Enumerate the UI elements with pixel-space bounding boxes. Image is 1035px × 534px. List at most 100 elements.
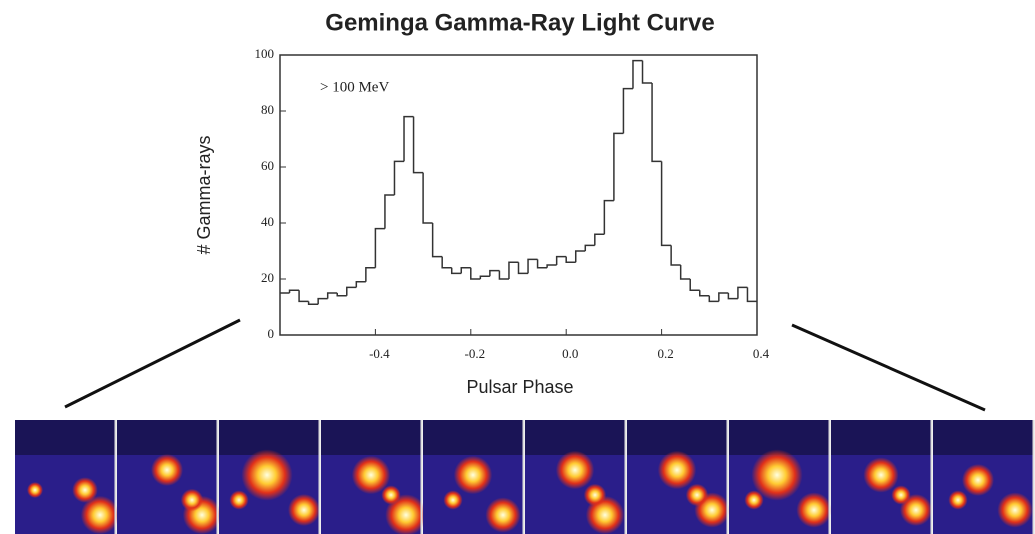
sky-image-dark <box>15 420 115 455</box>
histogram-step <box>508 261 519 279</box>
source-blob <box>997 492 1033 528</box>
source-blob <box>751 449 803 501</box>
histogram-step <box>460 267 471 274</box>
histogram-step <box>718 292 729 302</box>
image-strip <box>15 420 1035 534</box>
source-blob <box>27 482 43 498</box>
histogram-step <box>527 258 538 274</box>
histogram-step <box>546 264 557 268</box>
histogram-step <box>603 199 614 235</box>
histogram-step <box>498 270 509 280</box>
sky-image-dark <box>423 420 523 455</box>
source-blob <box>151 454 183 486</box>
x-tick-label: -0.4 <box>369 346 390 361</box>
x-tick-label: 0.0 <box>562 346 578 361</box>
connector-line <box>64 318 241 409</box>
source-blob <box>962 464 994 496</box>
histogram-step <box>613 132 624 201</box>
plot-frame <box>279 54 758 336</box>
y-tick-label: 20 <box>261 270 274 285</box>
histogram-step <box>336 293 347 297</box>
histogram-step <box>384 194 395 229</box>
histogram-step <box>641 60 653 84</box>
histogram-step <box>632 59 643 89</box>
x-axis-label: Pulsar Phase <box>466 377 573 397</box>
sky-image-dark <box>321 420 421 455</box>
source-blob <box>180 488 204 512</box>
source-blob <box>80 495 120 534</box>
source-blob <box>863 457 899 493</box>
histogram-step <box>689 279 700 291</box>
sky-image-dark <box>219 420 319 455</box>
histogram-step <box>288 289 300 293</box>
connector-line <box>791 323 986 412</box>
histogram-step <box>517 262 529 275</box>
histogram-step <box>346 286 357 296</box>
histogram-step <box>317 297 328 305</box>
histogram-step <box>326 292 338 299</box>
source-blob <box>657 450 697 490</box>
histogram-step <box>470 267 481 280</box>
histogram-step <box>422 172 433 224</box>
histogram-step <box>574 250 586 263</box>
histogram-step <box>374 227 385 268</box>
sky-image-dark <box>933 420 1033 455</box>
histogram-step <box>737 286 748 299</box>
source-blob <box>796 492 832 528</box>
histogram-step <box>412 116 424 174</box>
sky-image-dark <box>627 420 727 455</box>
source-blob <box>685 483 709 507</box>
histogram-step <box>670 245 681 266</box>
histogram-step <box>584 244 595 251</box>
histogram-step <box>441 256 452 269</box>
histogram-step <box>431 223 443 258</box>
histogram-step <box>699 290 710 297</box>
source-blob <box>555 450 595 490</box>
histogram-step <box>403 115 414 162</box>
histogram-step <box>450 267 462 275</box>
source-blob <box>443 490 463 510</box>
sky-image-dark <box>525 420 625 455</box>
source-blob <box>485 497 521 533</box>
source-blob <box>891 485 911 505</box>
sky-image-dark <box>117 420 217 455</box>
sky-image-dark <box>729 420 829 455</box>
histogram-step <box>489 269 500 277</box>
annotation: > 100 MeV <box>320 79 389 95</box>
histogram-step <box>393 160 405 195</box>
x-tick-label: 0.4 <box>753 346 770 361</box>
histogram-step <box>298 290 309 303</box>
source-blob <box>744 490 764 510</box>
histogram-step <box>660 161 672 247</box>
y-tick-label: 60 <box>261 158 274 173</box>
y-axis-label: # Gamma-rays <box>194 135 214 254</box>
source-blob <box>453 455 493 495</box>
x-tick-label: -0.2 <box>465 346 486 361</box>
x-tick-label: 0.2 <box>657 346 673 361</box>
histogram-step <box>565 256 576 263</box>
histogram-step <box>479 275 490 279</box>
histogram-step <box>708 295 719 303</box>
histogram-step <box>355 281 366 288</box>
chart-title: Geminga Gamma-Ray Light Curve <box>325 9 714 36</box>
source-blob <box>948 490 968 510</box>
histogram-step <box>746 287 757 303</box>
source-blob <box>381 485 401 505</box>
source-blob <box>351 455 391 495</box>
source-blob <box>72 477 98 503</box>
histogram-step <box>679 265 691 280</box>
histogram-step <box>555 255 567 265</box>
y-tick-label: 100 <box>255 46 275 61</box>
histogram-step <box>307 301 319 305</box>
source-blob <box>583 483 607 507</box>
histogram-step <box>651 83 662 163</box>
sky-image-dark <box>831 420 931 455</box>
histogram-step <box>594 233 605 246</box>
source-blob <box>229 490 249 510</box>
histogram-step <box>622 87 633 134</box>
y-tick-label: 0 <box>268 326 275 341</box>
y-tick-label: 40 <box>261 214 274 229</box>
histogram-step <box>727 293 738 300</box>
